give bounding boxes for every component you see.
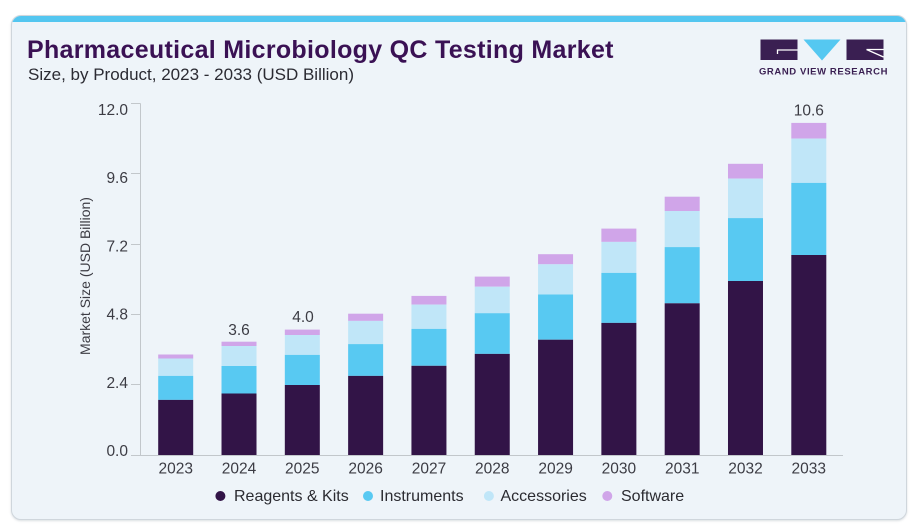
svg-text:Accessories: Accessories <box>501 488 587 505</box>
svg-text:2025: 2025 <box>285 461 319 478</box>
svg-text:9.6: 9.6 <box>106 170 128 187</box>
svg-text:GRAND VIEW RESEARCH: GRAND VIEW RESEARCH <box>759 67 888 78</box>
svg-text:0.0: 0.0 <box>106 443 128 460</box>
svg-text:2030: 2030 <box>602 461 637 478</box>
svg-text:2032: 2032 <box>728 461 762 478</box>
svg-text:2031: 2031 <box>665 461 699 478</box>
svg-text:2026: 2026 <box>348 461 382 478</box>
svg-text:10.6: 10.6 <box>794 102 824 119</box>
svg-text:Market Size (USD Billion): Market Size (USD Billion) <box>77 197 93 355</box>
svg-text:7.2: 7.2 <box>106 238 128 255</box>
svg-text:4.8: 4.8 <box>106 307 128 324</box>
svg-text:12.0: 12.0 <box>98 102 129 119</box>
svg-text:2028: 2028 <box>475 461 509 478</box>
svg-text:Reagents & Kits: Reagents & Kits <box>234 488 349 505</box>
svg-text:2.4: 2.4 <box>106 375 128 392</box>
svg-text:2027: 2027 <box>412 461 446 478</box>
svg-text:Instruments: Instruments <box>380 488 464 505</box>
svg-text:4.0: 4.0 <box>292 309 314 326</box>
svg-text:2023: 2023 <box>158 461 192 478</box>
svg-text:2033: 2033 <box>792 461 826 478</box>
svg-text:2029: 2029 <box>538 461 572 478</box>
svg-text:Software: Software <box>621 488 684 505</box>
svg-text:3.6: 3.6 <box>228 322 250 339</box>
svg-text:2024: 2024 <box>222 461 257 478</box>
